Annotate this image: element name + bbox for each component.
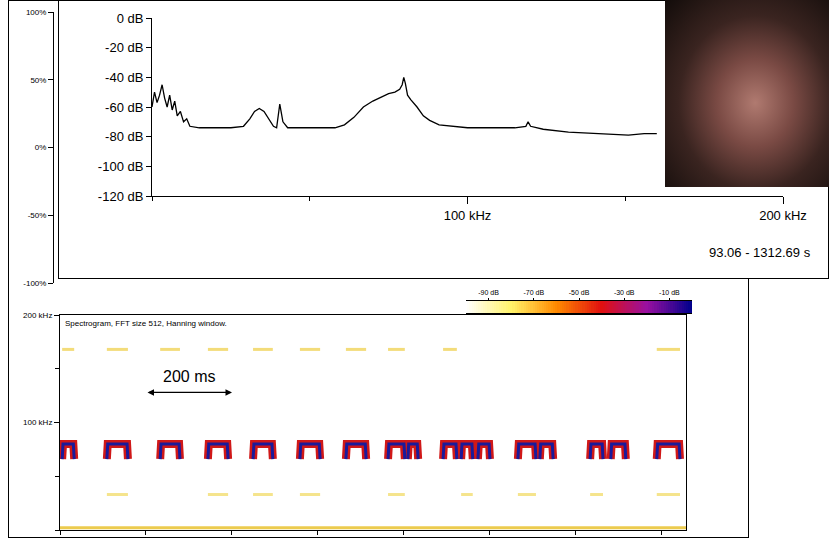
svg-text:-100 dB: -100 dB: [98, 159, 144, 174]
svg-text:-70 dB: -70 dB: [523, 290, 544, 296]
svg-text:-120 dB: -120 dB: [98, 189, 144, 204]
svg-text:100%: 100%: [26, 8, 46, 17]
svg-text:-90 dB: -90 dB: [478, 290, 499, 296]
svg-text:Spectrogram, FFT size 512, Han: Spectrogram, FFT size 512, Hanning windo…: [65, 319, 227, 328]
svg-text:200 kHz: 200 kHz: [759, 208, 807, 223]
svg-text:-60 dB: -60 dB: [105, 100, 143, 115]
svg-text:200 kHz: 200 kHz: [23, 311, 52, 320]
svg-text:93.06 - 1312.69 s: 93.06 - 1312.69 s: [709, 245, 811, 260]
svg-text:0 dB: 0 dB: [117, 11, 144, 26]
svg-text:-30 dB: -30 dB: [614, 290, 635, 296]
svg-text:100 kHz: 100 kHz: [444, 208, 492, 223]
svg-text:-100%: -100%: [23, 279, 46, 288]
svg-text:-80 dB: -80 dB: [105, 129, 143, 144]
svg-text:-20 dB: -20 dB: [105, 40, 143, 55]
svg-text:100 kHz: 100 kHz: [23, 418, 52, 427]
svg-text:-50%: -50%: [28, 211, 47, 220]
svg-text:0%: 0%: [35, 143, 47, 152]
svg-text:-40 dB: -40 dB: [105, 70, 143, 85]
svg-text:-10 dB: -10 dB: [659, 290, 680, 296]
svg-text:-50 dB: -50 dB: [569, 290, 590, 296]
svg-text:200 ms: 200 ms: [163, 368, 215, 385]
svg-text:50%: 50%: [30, 76, 46, 85]
